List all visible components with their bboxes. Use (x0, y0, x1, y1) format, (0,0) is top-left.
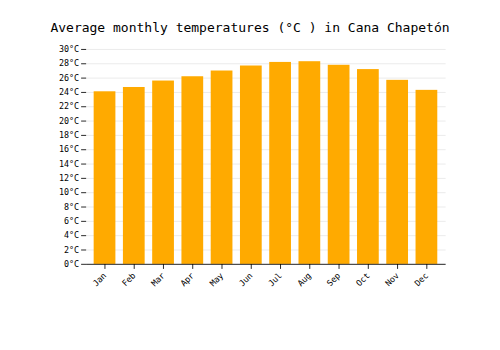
svg-text:24°C: 24°C (59, 87, 79, 97)
svg-text:Dec: Dec (412, 270, 430, 288)
svg-text:Nov: Nov (383, 270, 401, 288)
svg-text:14°C: 14°C (59, 159, 79, 169)
svg-text:Aug: Aug (295, 270, 313, 288)
svg-text:10°C: 10°C (59, 187, 79, 197)
svg-text:Sep: Sep (325, 270, 343, 288)
svg-text:Mar: Mar (149, 270, 167, 288)
svg-text:28°C: 28°C (59, 58, 79, 68)
html-text:Average monthly temperatures (: Average monthly temperatures (°C ) in Ca… (50, 20, 450, 35)
svg-text:22°C: 22°C (59, 101, 79, 111)
svg-text:4°C: 4°C (64, 230, 79, 240)
svg-text:20°C: 20°C (59, 116, 79, 126)
svg-text:May: May (208, 270, 226, 288)
svg-text:0°C: 0°C (64, 259, 79, 269)
svg-text:18°C: 18°C (59, 130, 79, 140)
svg-text:12°C: 12°C (59, 173, 79, 183)
svg-text:2°C: 2°C (64, 245, 79, 255)
svg-text:Feb: Feb (120, 270, 138, 288)
svg-text:Oct: Oct (354, 270, 372, 288)
svg-text:8°C: 8°C (64, 202, 79, 212)
svg-text:Apr: Apr (178, 270, 196, 288)
svg-text:6°C: 6°C (64, 216, 79, 226)
svg-text:Jan: Jan (90, 270, 108, 288)
svg-text:Jul: Jul (266, 270, 284, 288)
svg-text:16°C: 16°C (59, 144, 79, 154)
svg-text:26°C: 26°C (59, 73, 79, 83)
svg-text:Jun: Jun (237, 270, 255, 288)
svg-text:30°C: 30°C (59, 44, 79, 54)
